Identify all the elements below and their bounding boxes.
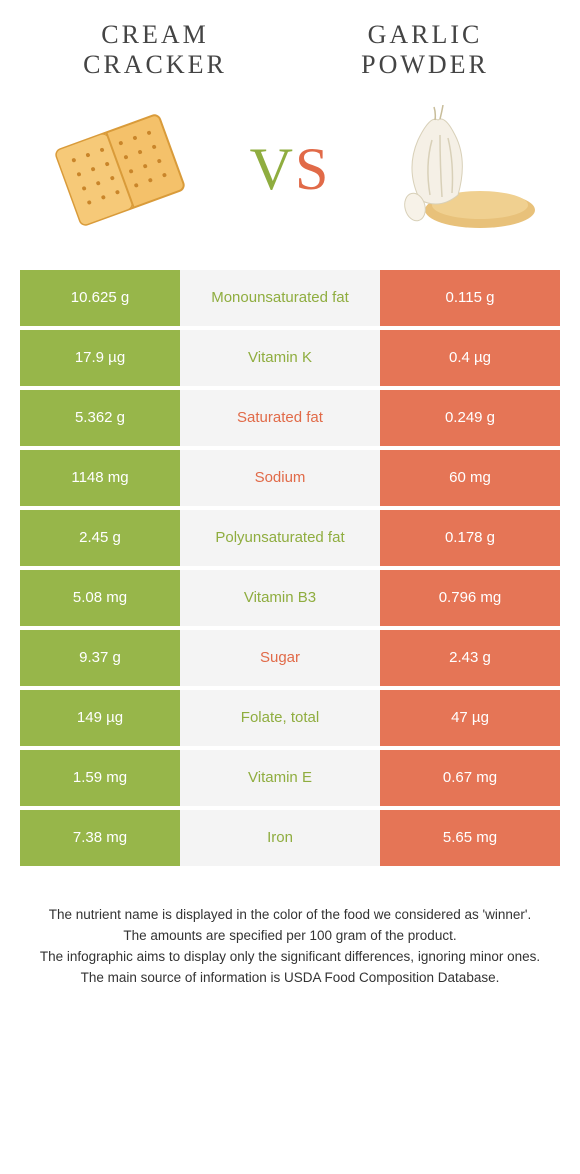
footer-line: The main source of information is USDA F… [30,968,550,989]
nutrient-label: Vitamin E [180,750,380,806]
left-value: 10.625 g [20,270,180,326]
images-row: VS [0,80,580,270]
table-row: 9.37 gSugar2.43 g [20,630,560,686]
garlic-icon [380,105,540,235]
table-row: 5.362 gSaturated fat0.249 g [20,390,560,446]
right-food-title: GARLIC POWDER [310,20,540,80]
cracker-icon [37,86,204,253]
left-value: 149 µg [20,690,180,746]
right-value: 47 µg [380,690,560,746]
right-value: 0.115 g [380,270,560,326]
left-value: 5.08 mg [20,570,180,626]
nutrient-label: Sodium [180,450,380,506]
left-value: 5.362 g [20,390,180,446]
footer-notes: The nutrient name is displayed in the co… [0,870,580,989]
vs-s: S [295,136,330,202]
vs-label: VS [250,135,331,204]
left-value: 17.9 µg [20,330,180,386]
table-row: 1148 mgSodium60 mg [20,450,560,506]
nutrient-label: Polyunsaturated fat [180,510,380,566]
left-food-title: CREAM CRACKER [40,20,270,80]
nutrient-label: Vitamin K [180,330,380,386]
table-row: 149 µgFolate, total47 µg [20,690,560,746]
nutrient-label: Folate, total [180,690,380,746]
footer-line: The infographic aims to display only the… [30,947,550,968]
right-value: 0.4 µg [380,330,560,386]
nutrient-label: Saturated fat [180,390,380,446]
left-value: 2.45 g [20,510,180,566]
right-value: 5.65 mg [380,810,560,866]
left-food-image [40,95,200,245]
left-value: 1148 mg [20,450,180,506]
right-food-image [380,95,540,245]
footer-line: The nutrient name is displayed in the co… [30,905,550,926]
right-value: 2.43 g [380,630,560,686]
vs-v: V [250,136,295,202]
header-spacer [270,20,310,80]
right-value: 0.796 mg [380,570,560,626]
left-value: 9.37 g [20,630,180,686]
table-row: 7.38 mgIron5.65 mg [20,810,560,866]
right-value: 0.67 mg [380,750,560,806]
right-value: 0.178 g [380,510,560,566]
nutrient-label: Iron [180,810,380,866]
right-value: 60 mg [380,450,560,506]
right-value: 0.249 g [380,390,560,446]
table-row: 17.9 µgVitamin K0.4 µg [20,330,560,386]
left-value: 1.59 mg [20,750,180,806]
table-row: 5.08 mgVitamin B30.796 mg [20,570,560,626]
table-row: 10.625 gMonounsaturated fat0.115 g [20,270,560,326]
comparison-table: 10.625 gMonounsaturated fat0.115 g17.9 µ… [20,270,560,866]
table-row: 1.59 mgVitamin E0.67 mg [20,750,560,806]
header: CREAM CRACKER GARLIC POWDER [0,0,580,80]
table-row: 2.45 gPolyunsaturated fat0.178 g [20,510,560,566]
nutrient-label: Sugar [180,630,380,686]
left-value: 7.38 mg [20,810,180,866]
nutrient-label: Monounsaturated fat [180,270,380,326]
footer-line: The amounts are specified per 100 gram o… [30,926,550,947]
nutrient-label: Vitamin B3 [180,570,380,626]
